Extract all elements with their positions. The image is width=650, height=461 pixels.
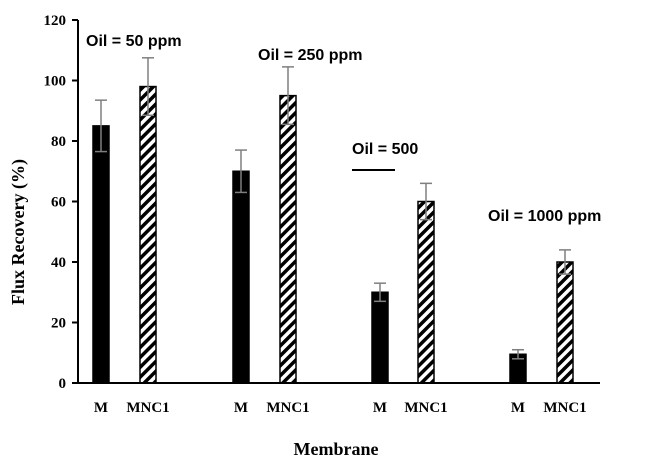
- y-axis-title: Flux Recovery (%): [8, 159, 29, 305]
- bar-4-mnc1: [557, 262, 573, 383]
- bar-3-m: [372, 292, 388, 383]
- y-tick-label: 80: [51, 134, 66, 150]
- bar-2-mnc1: [280, 96, 296, 383]
- group-annotation: Oil = 500: [352, 141, 418, 158]
- category-label: MNC1: [404, 400, 447, 416]
- category-label: MNC1: [266, 400, 309, 416]
- category-label: M: [234, 400, 248, 416]
- category-label: M: [373, 400, 387, 416]
- y-tick-label: 0: [59, 376, 67, 392]
- category-label: M: [511, 400, 525, 416]
- y-tick-label: 40: [51, 255, 66, 271]
- bar-3-mnc1: [418, 202, 434, 384]
- bar-2-m: [233, 171, 249, 383]
- bar-1-mnc1: [140, 87, 156, 383]
- y-tick-label: 120: [44, 13, 67, 29]
- category-label: MNC1: [543, 400, 586, 416]
- y-tick-label: 20: [51, 316, 66, 332]
- group-annotation: Oil = 1000 ppm: [488, 208, 601, 225]
- x-axis-title: Membrane: [294, 439, 379, 459]
- y-tick-label: 100: [44, 74, 67, 90]
- category-label: M: [94, 400, 108, 416]
- bar-1-m: [93, 126, 109, 383]
- group-annotation: Oil = 50 ppm: [86, 33, 182, 50]
- y-tick-label: 60: [51, 195, 66, 211]
- group-annotation: Oil = 250 ppm: [258, 47, 362, 64]
- category-label: MNC1: [126, 400, 169, 416]
